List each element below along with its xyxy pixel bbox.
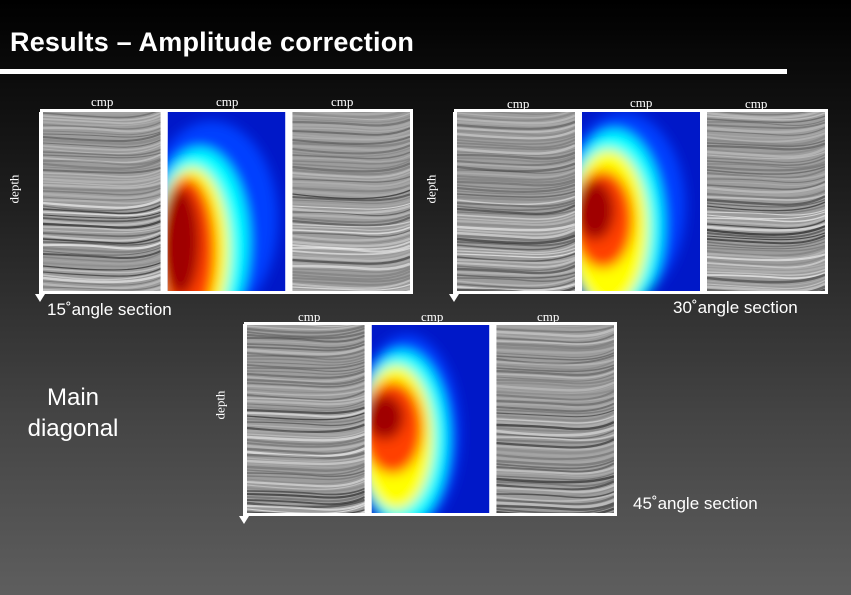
section-caption-15: 15˚angle section — [47, 300, 172, 319]
seismic-panel — [43, 112, 161, 291]
seismic-panel — [496, 325, 615, 513]
title-underline — [0, 69, 787, 74]
main-diagonal-label: Main diagonal — [14, 382, 132, 444]
cmp-label-left: cmp — [298, 309, 321, 324]
cmp-label-right: cmp — [331, 94, 354, 109]
main-diagonal-line2: diagonal — [27, 415, 119, 442]
seismic-panel — [457, 112, 575, 291]
amplitude-heatmap — [167, 112, 286, 291]
cmp-label-left: cmp — [507, 96, 530, 111]
cmp-label-right: cmp — [537, 309, 560, 324]
seismic-panel — [247, 325, 365, 513]
main-diagonal-line1: Main — [46, 384, 100, 411]
amplitude-heatmap — [371, 325, 490, 513]
cmp-label-left: cmp — [91, 94, 114, 109]
section-caption-30: 30˚angle section — [673, 298, 798, 317]
seismic-panel — [292, 112, 411, 291]
slide-title: Results – Amplitude correction — [10, 27, 415, 57]
cmp-label-middle: cmp — [216, 94, 239, 109]
seismic-panel — [707, 112, 825, 291]
amplitude-heatmap — [582, 112, 700, 291]
section-caption-45: 45˚angle section — [633, 494, 758, 513]
cmp-label-middle: cmp — [421, 309, 444, 324]
cmp-label-middle: cmp — [630, 95, 653, 110]
cmp-label-right: cmp — [745, 96, 768, 111]
